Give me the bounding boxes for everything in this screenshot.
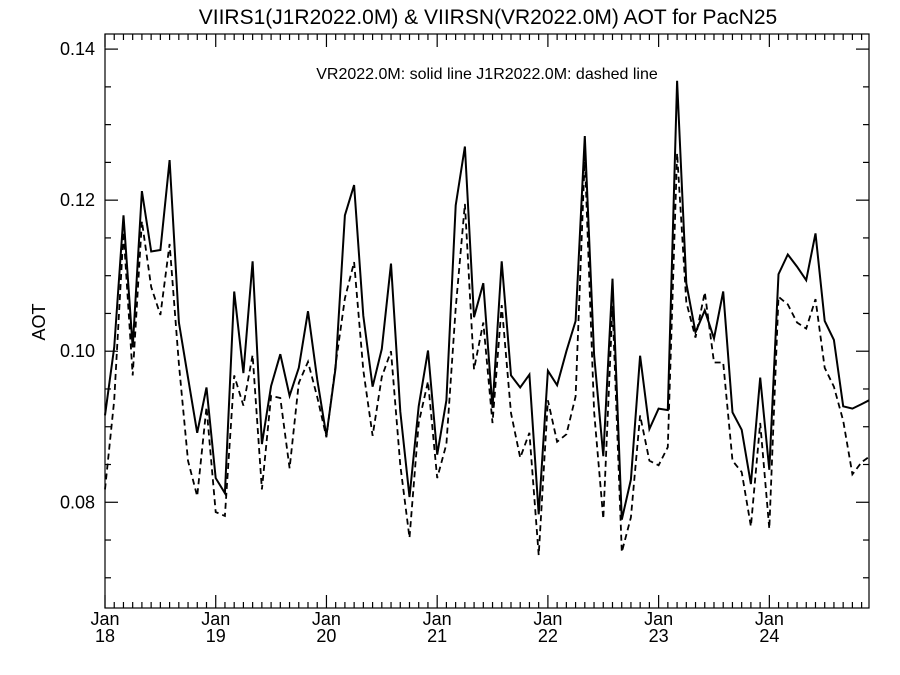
x-tick-label-month: Jan bbox=[644, 609, 673, 629]
x-tick-label-month: Jan bbox=[201, 609, 230, 629]
y-tick-label: 0.08 bbox=[60, 492, 95, 512]
x-tick-label-year: 24 bbox=[759, 626, 779, 646]
x-tick-label-month: Jan bbox=[755, 609, 784, 629]
x-tick-label-year: 19 bbox=[206, 626, 226, 646]
series-layer bbox=[104, 80, 870, 556]
line-style-annotation: VR2022.0M: solid line J1R2022.0M: dashed… bbox=[316, 66, 658, 83]
plot-frame bbox=[104, 33, 870, 609]
series-line-solid bbox=[104, 80, 870, 520]
y-tick-label: 0.12 bbox=[60, 190, 95, 210]
y-tick-label: 0.10 bbox=[60, 341, 95, 361]
x-tick-label-year: 18 bbox=[95, 626, 115, 646]
x-tick-label-year: 23 bbox=[649, 626, 669, 646]
x-tick-label-month: Jan bbox=[423, 609, 452, 629]
x-tick-label-year: 22 bbox=[538, 626, 558, 646]
x-tick-label-year: 21 bbox=[427, 626, 447, 646]
y-axis: 0.08 0.10 0.12 0.14 bbox=[60, 39, 869, 579]
y-axis-label: AOT bbox=[29, 303, 49, 340]
x-tick-label-month: Jan bbox=[533, 609, 562, 629]
y-tick-label: 0.14 bbox=[60, 39, 95, 59]
x-tick-label-month: Jan bbox=[90, 609, 119, 629]
series-line-dashed bbox=[104, 153, 870, 556]
chart-title: VIIRS1(J1R2022.0M) & VIIRSN(VR2022.0M) A… bbox=[199, 6, 778, 29]
x-tick-label-month: Jan bbox=[312, 609, 341, 629]
x-tick-label-year: 20 bbox=[316, 626, 336, 646]
